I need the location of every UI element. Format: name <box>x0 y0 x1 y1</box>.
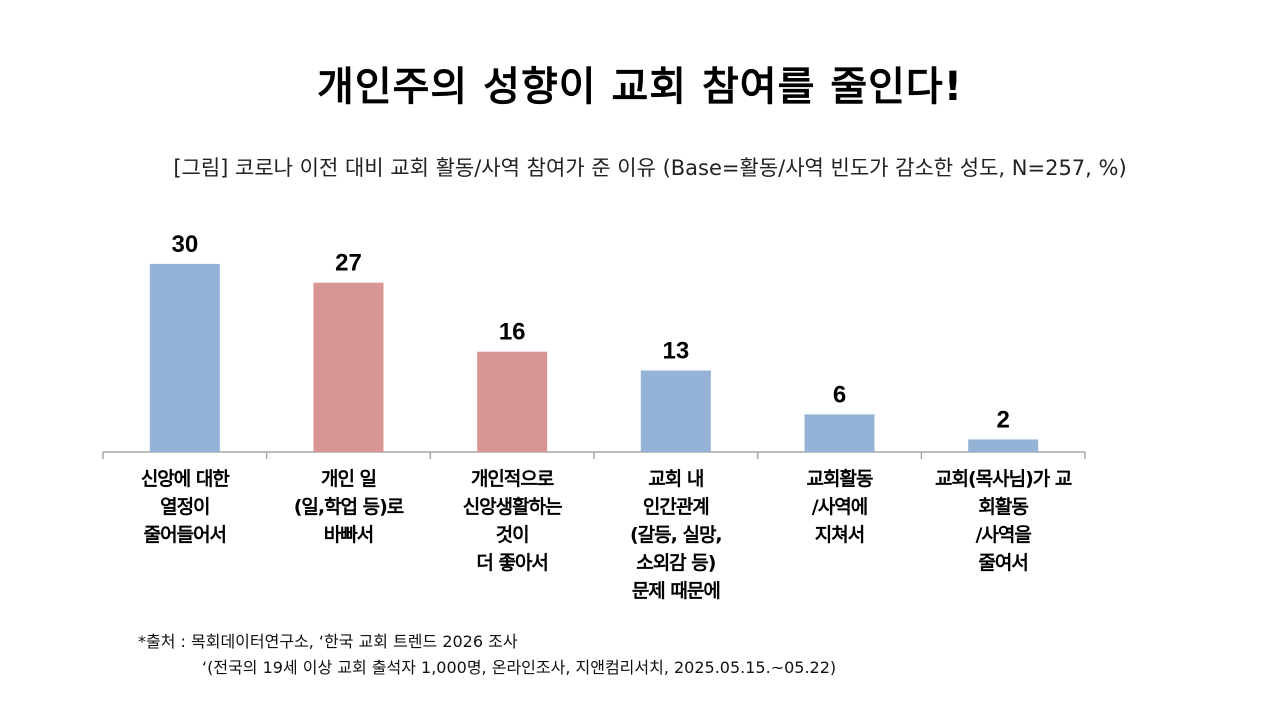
bar-3 <box>477 351 548 452</box>
chart-subtitle: [그림] 코로나 이전 대비 교회 활동/사역 참여가 준 이유 (Base=활… <box>173 156 1127 180</box>
source-line-2: ‘(전국의 19세 이상 교회 출석자 1,000명, 온라인조사, 지앤컴리서… <box>202 658 837 677</box>
data-label-3: 16 <box>499 319 526 346</box>
data-label-2: 27 <box>335 250 362 277</box>
bar-2 <box>313 282 384 452</box>
category-label-1: 신앙에 대한 열정이 줄어들어서 <box>140 468 230 546</box>
source-note: *출처 : 목회데이터연구소, ‘한국 교회 트렌드 2026 조사 ‘(전국의… <box>138 629 836 681</box>
bar-1 <box>149 263 220 452</box>
bar-5 <box>804 414 875 452</box>
bar-6 <box>968 439 1039 452</box>
data-label-4: 13 <box>662 337 689 364</box>
data-label-6: 2 <box>996 406 1009 433</box>
data-label-5: 6 <box>833 381 846 408</box>
category-label-5: 교회활동 /사역에 지쳐서 <box>806 468 874 546</box>
data-label-1: 30 <box>171 231 198 258</box>
source-line-1: *출처 : 목회데이터연구소, ‘한국 교회 트렌드 2026 조사 <box>138 632 518 651</box>
category-label-4: 교회 내 인간관계 (갈등, 실망, 소외감 등) 문제 때문에 <box>630 468 723 602</box>
category-label-3: 개인적으로 신앙생활하는 것이 더 좋아서 <box>462 468 563 574</box>
page-title: 개인주의 성향이 교회 참여를 줄인다! <box>317 64 963 110</box>
bar-4 <box>640 370 711 452</box>
category-label-2: 개인 일 (일,학업 등)로 바빠서 <box>293 468 405 546</box>
category-label-6: 교회(목사님)가 교 회활동 /사역을 줄여서 <box>934 468 1072 574</box>
